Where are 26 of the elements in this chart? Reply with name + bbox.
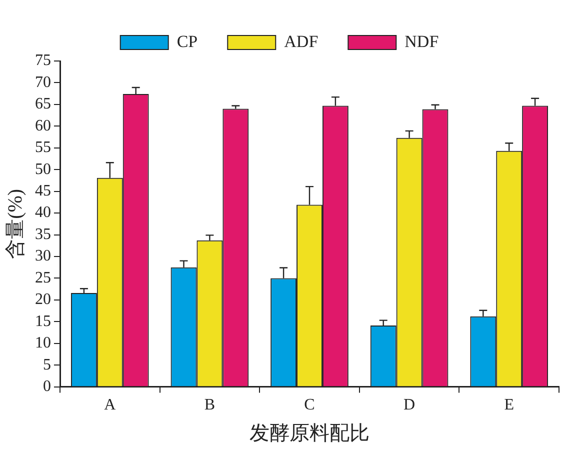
x-tick-label: C	[304, 396, 315, 414]
x-tick-label: E	[504, 396, 514, 414]
y-tick-label: 15	[35, 312, 51, 330]
x-tick-label: A	[104, 396, 116, 414]
y-tick-label: 50	[35, 160, 51, 178]
x-tick-label: B	[204, 396, 216, 414]
y-tick-label: 45	[35, 182, 51, 200]
legend-label: ADF	[284, 32, 318, 51]
y-tick-label: 70	[35, 74, 51, 91]
y-tick-label: 60	[35, 117, 51, 134]
y-tick-label: 75	[35, 52, 51, 70]
legend-label: NDF	[404, 32, 439, 51]
x-axis-title: 发酵原料配比	[250, 422, 370, 444]
y-tick-label: 10	[35, 334, 51, 352]
y-tick-label: 35	[35, 226, 51, 243]
y-axis-title: 含量(%)	[4, 188, 26, 259]
y-tick-label: 20	[35, 291, 51, 308]
y-tick-label: 0	[43, 378, 51, 396]
y-tick-label: 5	[43, 356, 51, 374]
legend-label: CP	[176, 32, 198, 51]
y-tick-label: 55	[35, 139, 51, 156]
y-tick-label: 30	[35, 248, 51, 265]
x-tick-label: D	[404, 396, 416, 414]
y-tick-label: 40	[35, 204, 51, 222]
y-tick-label: 65	[35, 96, 51, 113]
y-tick-label: 25	[35, 269, 51, 286]
